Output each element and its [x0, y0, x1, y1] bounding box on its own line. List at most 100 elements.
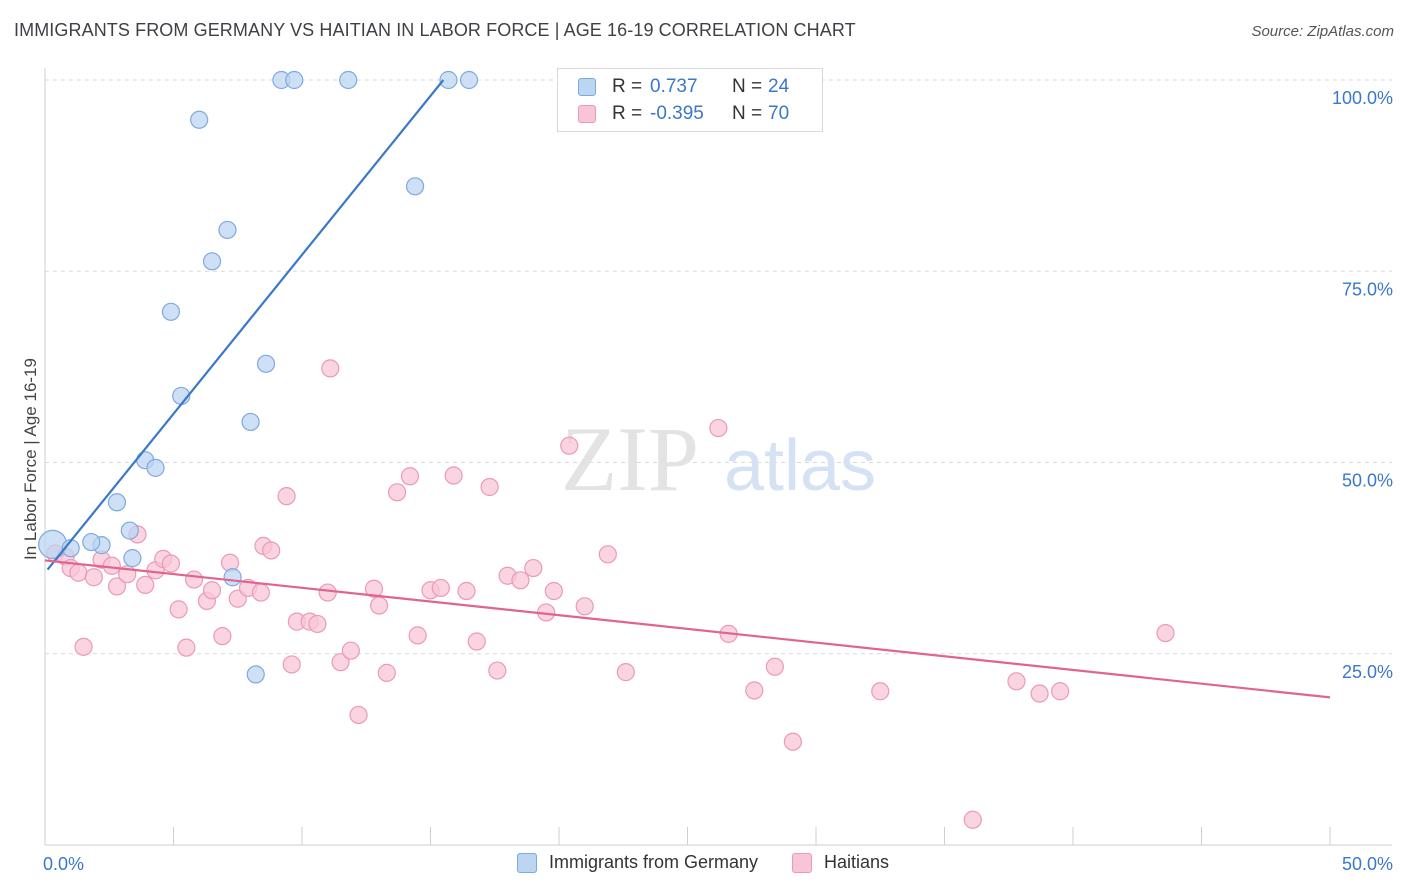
haitian-point: [616, 663, 635, 682]
germany-point: [405, 177, 425, 196]
haitian-point: [364, 579, 384, 598]
watermark-zip: ZIP: [561, 408, 699, 510]
haitian-point: [444, 466, 463, 485]
germany-point: [190, 110, 209, 129]
germany-point: [120, 521, 139, 540]
haitian-point: [431, 578, 450, 598]
germany-point: [246, 665, 265, 684]
y-tick-label: 100.0%: [1332, 88, 1393, 108]
watermark-atlas: atlas: [724, 426, 876, 506]
legend-n-label: N =: [732, 76, 763, 97]
legend-r-label: R =: [612, 103, 643, 124]
haitian-point: [871, 682, 890, 701]
haitian-point: [963, 810, 982, 829]
series-legend-germany[interactable]: Immigrants from Germany: [516, 852, 758, 873]
y-tick-label: 75.0%: [1342, 279, 1393, 299]
germany-point: [339, 70, 358, 90]
haitian-point: [524, 558, 543, 578]
germany-point: [459, 70, 479, 90]
haitian-point: [213, 627, 232, 646]
germany-point: [218, 220, 237, 240]
legend-r-label: R =: [612, 76, 643, 97]
germany-point: [241, 412, 260, 432]
germany-point: [256, 354, 276, 373]
germany-point: [202, 252, 222, 271]
haitian-point: [161, 554, 181, 573]
germany-point: [285, 70, 304, 90]
haitian-point: [251, 583, 270, 602]
haitian-point: [74, 637, 93, 656]
trend-lines: [44, 79, 1331, 699]
germany-point: [439, 70, 458, 90]
series-swatch-pink: [792, 852, 812, 873]
x-tick-label-max: 50.0%: [1342, 854, 1393, 874]
haitian-point: [1051, 682, 1070, 701]
series-swatch-blue: [516, 852, 537, 873]
germany-point: [123, 549, 142, 568]
legend-r-value: -0.395: [650, 103, 704, 124]
series-label-haitians: Haitians: [824, 852, 890, 872]
legend-row-germany: R = 0.737 N = 24: [578, 74, 789, 100]
germany-point: [146, 458, 165, 477]
haitian-point: [331, 653, 350, 672]
axes: [44, 68, 1392, 846]
legend-row-haitians: R = -0.395 N = 70: [578, 101, 789, 127]
haitian-point: [349, 705, 368, 725]
haitian-point: [202, 581, 222, 600]
haitian-point: [318, 583, 337, 602]
germany-trend-line: [46, 79, 445, 571]
legend-n-label: N =: [732, 103, 763, 124]
haitian-point: [457, 581, 476, 601]
haitian-point: [1007, 672, 1026, 691]
haitian-point: [1156, 623, 1175, 643]
haitian-point: [560, 436, 579, 455]
tick-labels: 100.0% 75.0% 50.0% 25.0% 0.0% 50.0%: [43, 88, 1393, 874]
haitian-point: [184, 570, 204, 589]
haitian-point: [136, 575, 155, 595]
legend-swatch-blue: [578, 78, 596, 96]
y-tick-label: 50.0%: [1342, 471, 1393, 491]
haitian-point: [745, 681, 764, 700]
haitian-point: [387, 483, 407, 502]
haitian-point: [480, 477, 499, 497]
grid-lines: [45, 79, 1392, 655]
haitian-point: [107, 577, 127, 596]
series-legend-haitians[interactable]: Haitians: [792, 852, 889, 873]
legend-swatch-pink: [578, 105, 596, 123]
haitian-point: [102, 556, 121, 575]
haitian-point: [783, 732, 802, 751]
haitian-point: [765, 657, 784, 676]
haitian-point: [467, 632, 486, 651]
series-legend: Immigrants from Germany Haitians: [0, 852, 1406, 873]
y-tick-label: 25.0%: [1342, 662, 1393, 682]
germany-point: [161, 302, 181, 321]
legend-r-value: 0.737: [650, 76, 698, 97]
haitian-point: [308, 614, 327, 634]
haitian-point: [370, 596, 389, 615]
germany-point: [82, 532, 101, 552]
haitian-point: [282, 655, 301, 674]
legend-n-value: 24: [768, 76, 790, 97]
source-label: Source: ZipAtlas.com: [1251, 23, 1394, 40]
haitian-point: [321, 359, 340, 378]
haitian-point: [511, 571, 530, 590]
haitian-point: [177, 638, 196, 657]
legend-n-value: 70: [768, 103, 790, 124]
haitian-point: [598, 545, 617, 564]
haitian-point: [277, 487, 296, 506]
haitian-point: [488, 661, 507, 680]
germany-point: [223, 568, 242, 587]
haitian-point: [169, 600, 188, 619]
haitian-point: [575, 597, 594, 616]
haitian-point: [544, 581, 563, 601]
haitian-point: [400, 467, 420, 486]
haitian-point: [84, 568, 103, 587]
germany-point: [107, 493, 127, 512]
haitian-point: [408, 626, 427, 645]
haitian-point: [1030, 684, 1049, 703]
haitian-point: [69, 563, 88, 582]
haitian-point: [341, 641, 360, 660]
haitian-point: [377, 663, 396, 682]
haitian-point: [262, 541, 281, 560]
